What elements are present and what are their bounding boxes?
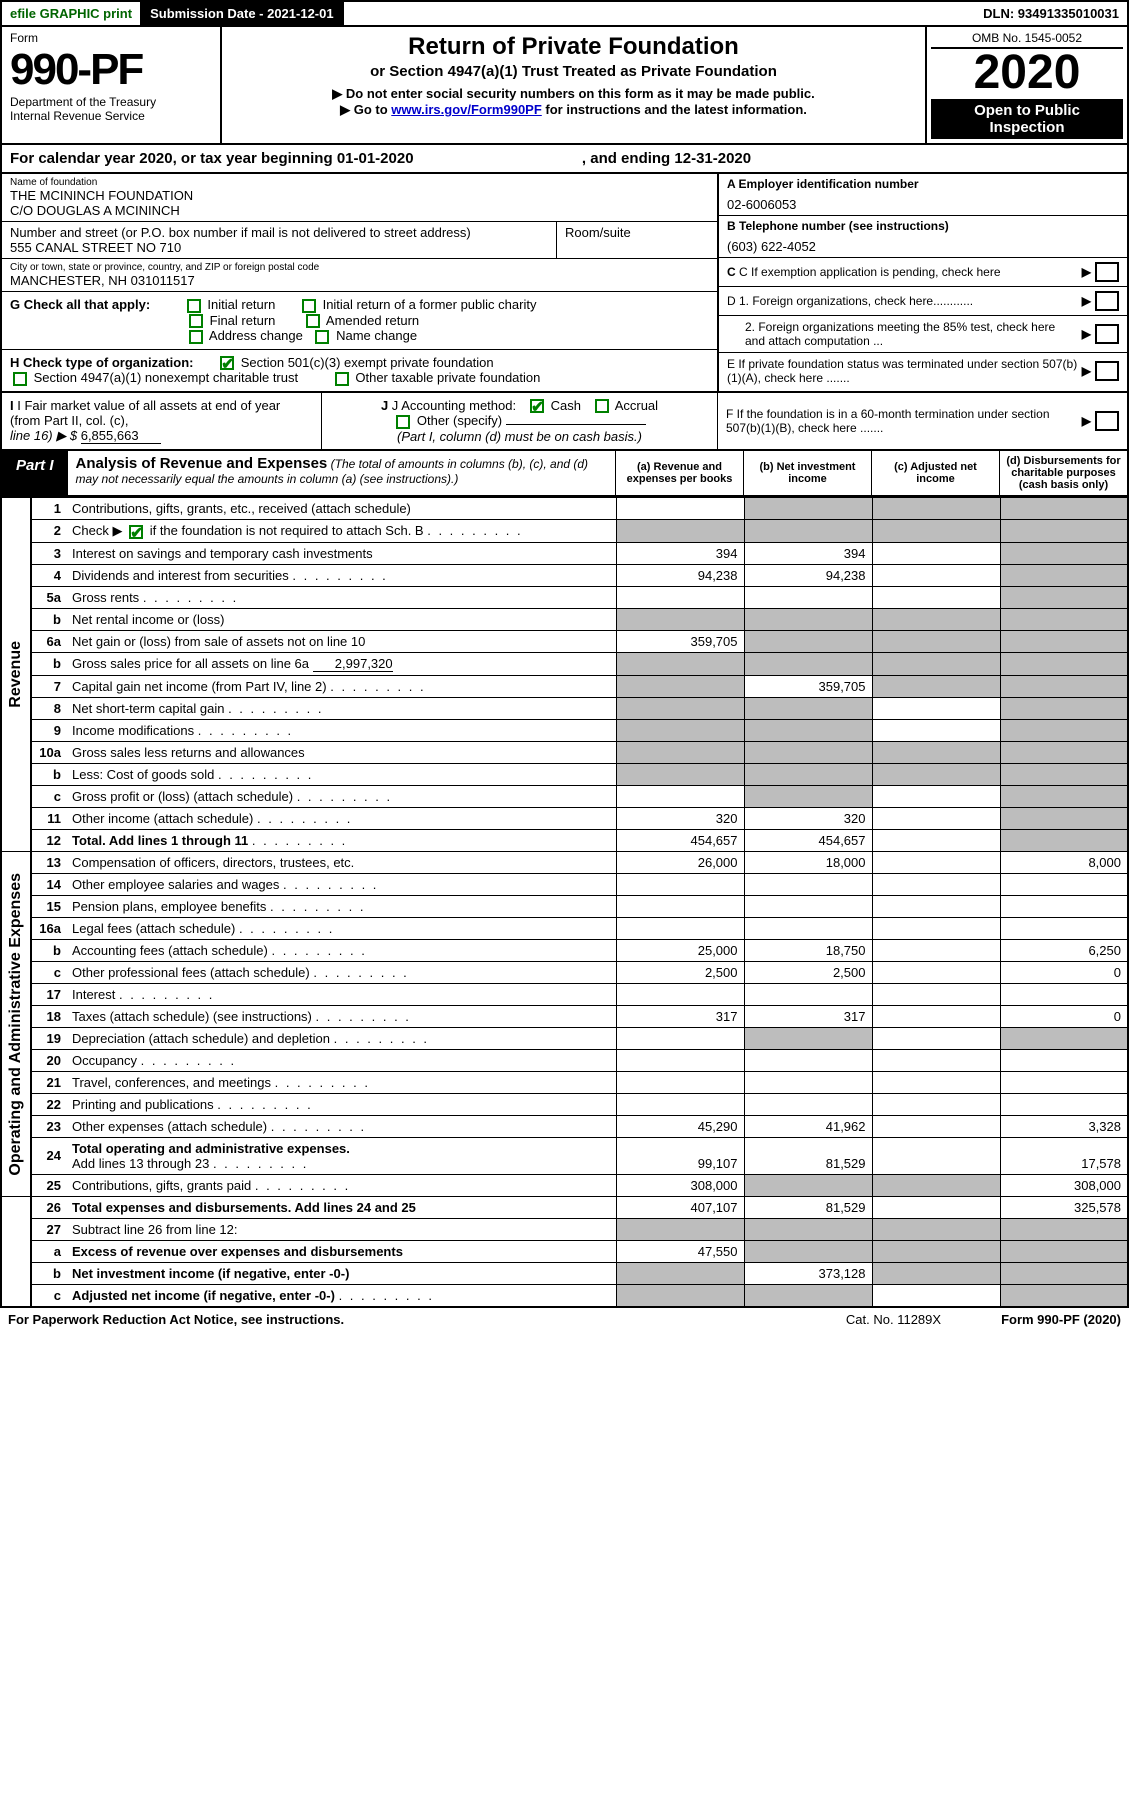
name-label: Name of foundation (10, 177, 709, 188)
ein-value: 02-6006053 (727, 191, 1119, 212)
form-word: Form (10, 31, 212, 45)
footer-left: For Paperwork Reduction Act Notice, see … (8, 1312, 344, 1327)
fmv-value: 6,855,663 (81, 428, 161, 444)
footer-form: Form 990-PF (2020) (1001, 1312, 1121, 1327)
section-g: G Check all that apply: Initial return I… (2, 292, 717, 350)
form-number: 990-PF (10, 45, 212, 95)
section-d1: D 1. Foreign organizations, check here..… (719, 287, 1127, 316)
section-c: C C If exemption application is pending,… (719, 258, 1127, 287)
instruction-2: ▶ Go to www.irs.gov/Form990PF for instru… (232, 102, 915, 118)
footer-catalog: Cat. No. 11289X (846, 1312, 941, 1327)
foundation-city: MANCHESTER, NH 031011517 (10, 273, 709, 288)
page-footer: For Paperwork Reduction Act Notice, see … (0, 1308, 1129, 1331)
col-c-header: (c) Adjusted net income (871, 451, 999, 495)
checkbox-d1[interactable] (1095, 291, 1119, 311)
form-title: Return of Private Foundation (232, 33, 915, 61)
irs-link[interactable]: www.irs.gov/Form990PF (391, 102, 542, 117)
tax-year: 2020 (931, 49, 1123, 97)
part1-label: Part I (2, 451, 68, 495)
form-subtitle: or Section 4947(a)(1) Trust Treated as P… (232, 63, 915, 80)
checkbox-f[interactable] (1095, 411, 1119, 431)
efile-label[interactable]: efile GRAPHIC print (2, 2, 142, 25)
checkbox-c[interactable] (1095, 262, 1119, 282)
section-e: E If private foundation status was termi… (719, 353, 1127, 389)
checkbox-initial-return[interactable] (187, 299, 201, 313)
foundation-info: Name of foundation THE MCININCH FOUNDATI… (0, 174, 1129, 393)
checkbox-cash[interactable] (530, 399, 544, 413)
checkbox-4947[interactable] (13, 372, 27, 386)
checkbox-accrual[interactable] (595, 399, 609, 413)
addr-label: Number and street (or P.O. box number if… (10, 225, 548, 240)
checkbox-schb[interactable] (129, 525, 143, 539)
checkbox-501c3[interactable] (220, 356, 234, 370)
efile-bar: efile GRAPHIC print Submission Date - 20… (0, 0, 1129, 27)
foundation-name-1: THE MCININCH FOUNDATION (10, 188, 709, 203)
checkbox-d2[interactable] (1095, 324, 1119, 344)
section-h: H Check type of organization: Section 50… (2, 350, 717, 391)
col-a-header: (a) Revenue and expenses per books (615, 451, 743, 495)
ein-label: A Employer identification number (727, 177, 1119, 191)
submission-date: Submission Date - 2021-12-01 (142, 2, 344, 25)
phone-value: (603) 622-4052 (727, 233, 1119, 254)
checkbox-e[interactable] (1095, 361, 1119, 381)
expenses-side-label: Operating and Administrative Expenses (7, 873, 25, 1176)
section-d2: 2. Foreign organizations meeting the 85%… (719, 316, 1127, 353)
city-label: City or town, state or province, country… (10, 262, 709, 273)
instruction-1: ▶ Do not enter social security numbers o… (232, 86, 915, 102)
checkbox-other-method[interactable] (396, 415, 410, 429)
checkbox-amended[interactable] (306, 314, 320, 328)
part1-header: Part I Analysis of Revenue and Expenses … (0, 451, 1129, 497)
foundation-address: 555 CANAL STREET NO 710 (10, 240, 548, 255)
checkbox-name-change[interactable] (315, 330, 329, 344)
checkbox-other-taxable[interactable] (335, 372, 349, 386)
checkbox-address-change[interactable] (189, 330, 203, 344)
part1-table: Revenue 1Contributions, gifts, grants, e… (0, 497, 1129, 1308)
room-label: Room/suite (565, 225, 709, 240)
revenue-side-label: Revenue (7, 641, 25, 708)
checkbox-final-return[interactable] (189, 314, 203, 328)
col-b-header: (b) Net investment income (743, 451, 871, 495)
dept-line2: Internal Revenue Service (10, 109, 212, 123)
col-d-header: (d) Disbursements for charitable purpose… (999, 451, 1127, 495)
section-f: F If the foundation is in a 60-month ter… (717, 393, 1127, 449)
dln: DLN: 93491335010031 (975, 2, 1127, 25)
open-public-badge: Open to Public Inspection (931, 99, 1123, 139)
form-header: Form 990-PF Department of the Treasury I… (0, 27, 1129, 145)
checkbox-initial-former[interactable] (302, 299, 316, 313)
section-ijf: I I Fair market value of all assets at e… (0, 393, 1129, 451)
foundation-name-2: C/O DOUGLAS A MCININCH (10, 203, 709, 218)
dept-line1: Department of the Treasury (10, 95, 212, 109)
phone-label: B Telephone number (see instructions) (727, 219, 1119, 233)
calendar-year-row: For calendar year 2020, or tax year begi… (0, 145, 1129, 174)
